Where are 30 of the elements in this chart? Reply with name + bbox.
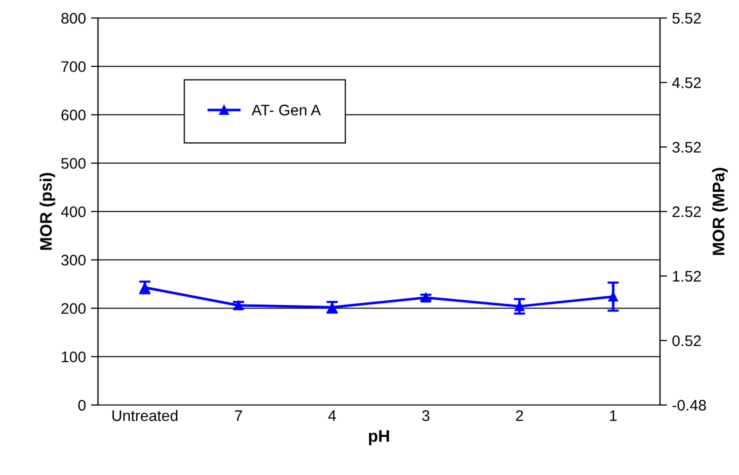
y-tick-label: 500 xyxy=(61,158,86,169)
y2-tick-label: 1.52 xyxy=(672,270,701,282)
y2-axis-title: MOR (MPa) xyxy=(712,168,728,255)
point xyxy=(514,301,524,312)
x-tick-label: 7 xyxy=(235,410,242,421)
y-tick-label: 300 xyxy=(61,254,86,266)
legend-label: AT- Gen A xyxy=(252,104,321,116)
point xyxy=(234,300,244,310)
x-tick-label: Untreated xyxy=(112,410,178,422)
y2-tick-label: 2.52 xyxy=(672,206,701,218)
x-tick-label: 4 xyxy=(328,410,336,421)
x-tick-label: 2 xyxy=(516,410,523,421)
x-tick-label: 3 xyxy=(422,410,430,422)
y-tick-label: 800 xyxy=(61,12,86,24)
y-tick-label: 0 xyxy=(78,400,86,411)
y2-tick-label: -0.48 xyxy=(672,400,706,411)
x-tick-label: 1 xyxy=(610,410,617,421)
y-tick-label: 400 xyxy=(61,206,86,218)
y-tick-label: 100 xyxy=(62,351,86,362)
y2-tick-label: 0.52 xyxy=(672,335,701,346)
x-axis-title: pH xyxy=(368,430,389,446)
point xyxy=(140,282,150,292)
point xyxy=(608,292,618,302)
y2-tick-label: 5.52 xyxy=(672,12,701,24)
y-tick-label: 600 xyxy=(61,110,86,120)
y-tick-label: 700 xyxy=(61,61,86,72)
y-tick-label: 200 xyxy=(61,303,86,314)
y2-tick-label: 4.52 xyxy=(672,77,701,88)
y2-tick-label: 3.52 xyxy=(672,142,701,153)
y-axis-title: MOR (psi) xyxy=(40,172,56,250)
